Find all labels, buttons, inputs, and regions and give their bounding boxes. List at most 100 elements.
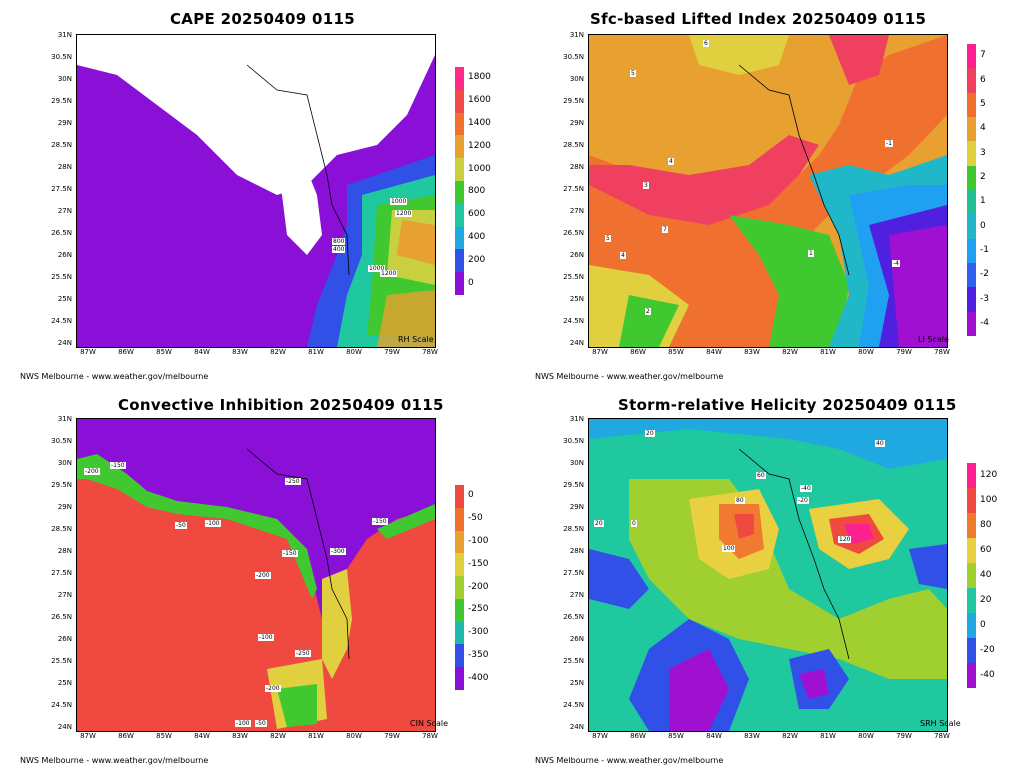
lat-tick: 29N (569, 503, 584, 511)
colorbar-label: 120 (980, 469, 998, 480)
lat-tick: 27.5N (51, 569, 72, 577)
colorbar-label: -1 (980, 244, 989, 255)
contour-label: -200 (265, 685, 281, 692)
contour-label: 80 (735, 497, 745, 504)
colorbar-segment (455, 507, 464, 531)
lat-tick: 30.5N (51, 53, 72, 61)
colorbar-segment (967, 44, 976, 69)
lon-tick: 83W (744, 732, 760, 740)
colorbar-segment (455, 667, 464, 690)
colorbar-label: 40 (980, 569, 992, 580)
lon-tick: 82W (270, 732, 286, 740)
colorbar-segment (967, 311, 976, 336)
srh-field (589, 419, 947, 731)
colorbar-label: -2 (980, 269, 989, 280)
lon-tick: 79W (384, 732, 400, 740)
lat-tick: 28N (57, 547, 72, 555)
contour-label: 40 (875, 440, 885, 447)
lat-tick: 29N (57, 119, 72, 127)
lat-tick: 24.5N (51, 317, 72, 325)
contour-label: -100 (205, 520, 221, 527)
contour-label: 1200 (395, 210, 413, 217)
contour-label: 60 (756, 472, 766, 479)
contour-label: 100 (722, 545, 736, 552)
colorbar-segment (967, 141, 976, 166)
colorbar-segment (967, 638, 976, 663)
lat-tick: 29.5N (563, 97, 584, 105)
lat-tick: 25.5N (563, 657, 584, 665)
colorbar-label: 4 (980, 123, 986, 134)
lat-tick: 28.5N (51, 141, 72, 149)
lon-tick: 79W (384, 348, 400, 356)
lon-tick: 83W (232, 348, 248, 356)
lon-tick: 78W (934, 348, 950, 356)
colorbar (967, 44, 976, 336)
contour-label: -20 (797, 497, 809, 504)
colorbar-segment (967, 663, 976, 688)
lat-tick: 29.5N (563, 481, 584, 489)
lifted-index-field (589, 35, 947, 347)
colorbar-label: -400 (468, 672, 489, 683)
contour-label: -50 (255, 720, 267, 727)
contour-label: 0 (631, 520, 637, 527)
contour-label: 4 (620, 252, 626, 259)
colorbar-label: 60 (980, 544, 992, 555)
colorbar-segment (967, 613, 976, 638)
colorbar-label: 5 (980, 98, 986, 109)
colorbar-segment (455, 158, 464, 181)
lat-tick: 29N (57, 503, 72, 511)
lon-tick: 78W (422, 348, 438, 356)
colorbar-label: 400 (468, 232, 486, 242)
lon-tick: 86W (118, 348, 134, 356)
colorbar-segment (967, 68, 976, 93)
lon-tick: 85W (668, 348, 684, 356)
colorbar-label: -40 (980, 669, 995, 680)
lat-tick: 25.5N (563, 273, 584, 281)
contour-label: 120 (838, 536, 852, 543)
lon-tick: 84W (706, 732, 722, 740)
colorbar-segment (967, 463, 976, 488)
colorbar-segment (455, 598, 464, 622)
panel-title: Convective Inhibition 20250409 0115 (118, 396, 444, 414)
colorbar-segment (967, 238, 976, 263)
contour-label: 1 (808, 250, 814, 257)
lat-tick: 30.5N (563, 53, 584, 61)
colorbar-label: 800 (468, 186, 486, 197)
lat-tick: 26N (57, 251, 72, 259)
lat-tick: 24N (569, 339, 584, 347)
colorbar-segment (967, 563, 976, 588)
lat-tick: 26.5N (51, 229, 72, 237)
lat-tick: 25.5N (51, 657, 72, 665)
contour-label: 2 (645, 308, 651, 315)
lat-tick: 27N (569, 591, 584, 599)
lat-tick: 27N (569, 207, 584, 215)
lat-tick: 26.5N (51, 613, 72, 621)
panel-title: Sfc-based Lifted Index 20250409 0115 (590, 10, 927, 28)
colorbar-segment (967, 214, 976, 239)
contour-label: 800 (332, 238, 346, 245)
colorbar-label: -250 (468, 604, 489, 615)
lon-tick: 81W (308, 732, 324, 740)
colorbar-label: -350 (468, 649, 489, 660)
contour-label: -1 (885, 140, 893, 147)
colorbar-label: 1400 (468, 118, 491, 128)
lon-tick: 87W (592, 348, 608, 356)
lon-tick: 87W (80, 348, 96, 356)
contour-label: -200 (84, 468, 100, 475)
lat-tick: 25.5N (51, 273, 72, 281)
lat-tick: 28.5N (51, 525, 72, 533)
colorbar-label: 0 (980, 220, 986, 231)
colorbar-label: 6 (980, 74, 986, 85)
panel-title: CAPE 20250409 0115 (170, 10, 355, 28)
colorbar-segment (967, 513, 976, 538)
lon-tick: 86W (630, 732, 646, 740)
lat-tick: 26.5N (563, 613, 584, 621)
lat-tick: 25N (57, 679, 72, 687)
cape-field (77, 35, 435, 347)
lat-tick: 31N (57, 415, 72, 423)
lat-tick: 30.5N (51, 437, 72, 445)
colorbar-segment (455, 644, 464, 668)
colorbar-segment (455, 249, 464, 273)
colorbar-segment (455, 180, 464, 204)
contour-label: 1000 (368, 265, 386, 272)
